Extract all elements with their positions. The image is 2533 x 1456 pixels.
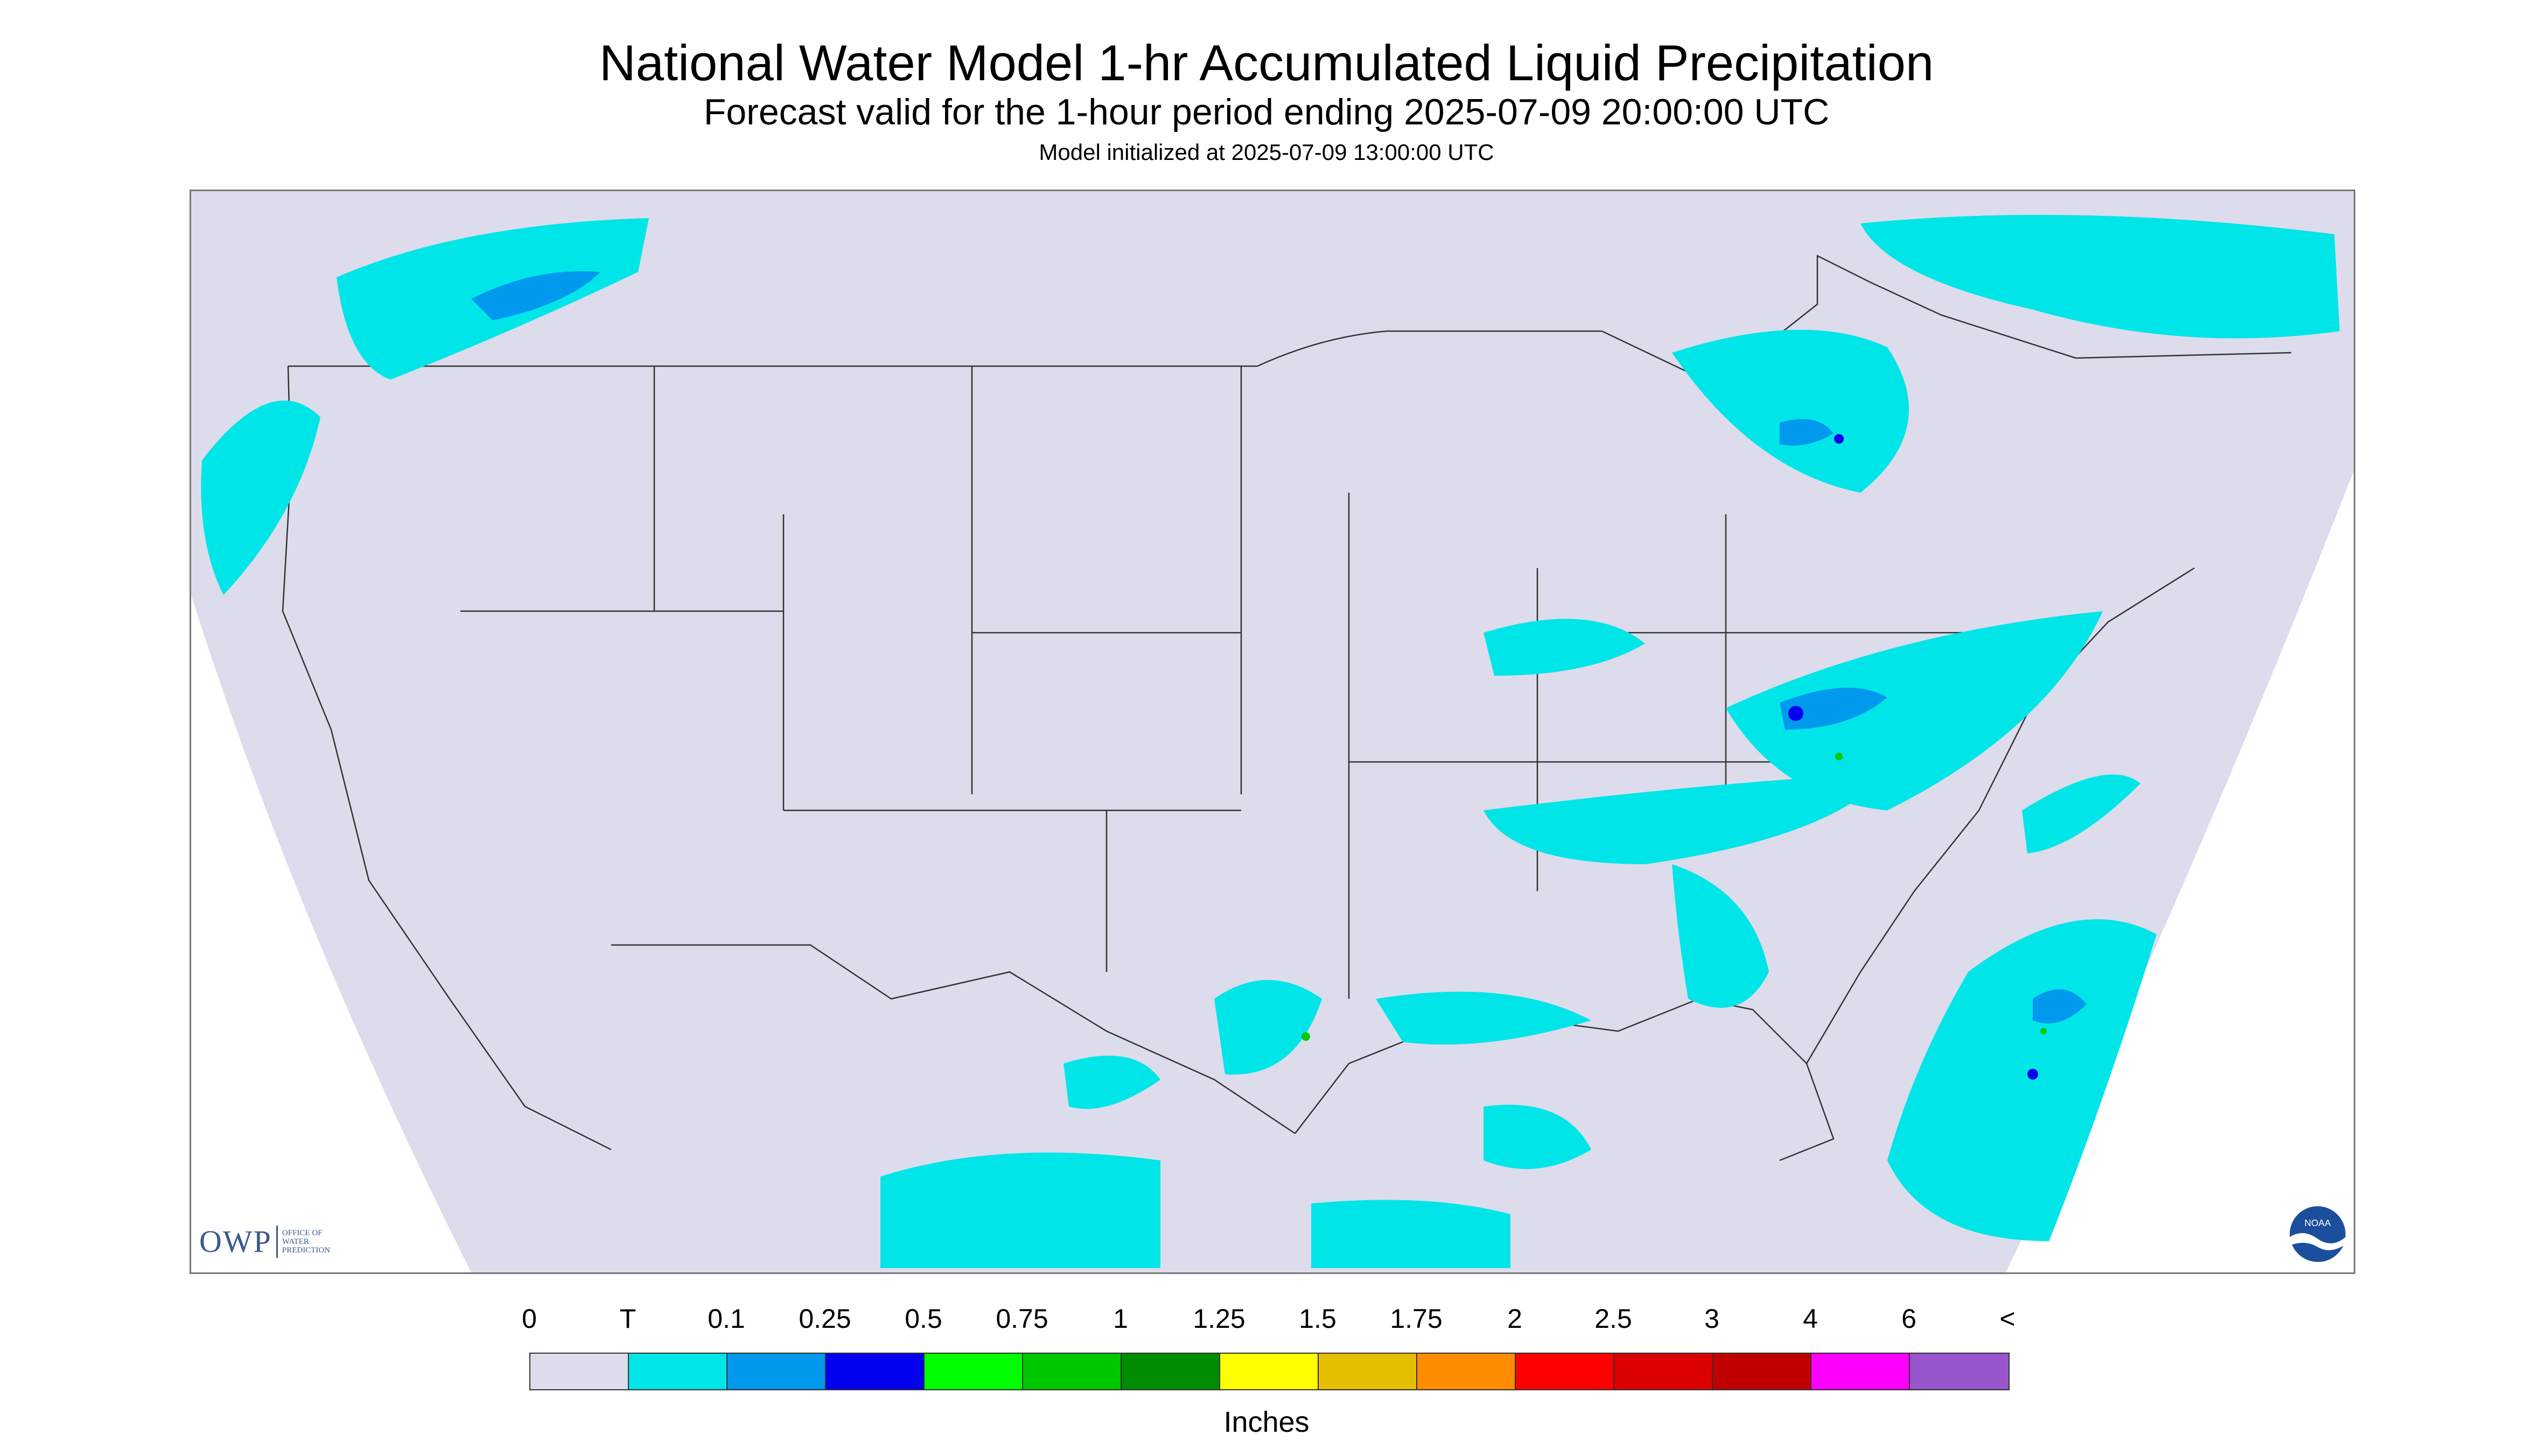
legend-label: 0: [522, 1304, 537, 1334]
canada-border: [288, 254, 2292, 386]
legend-swatch: [1516, 1354, 1614, 1389]
map-title: National Water Model 1-hr Accumulated Li…: [599, 34, 1934, 91]
noaa-logo: NOAA: [2290, 1206, 2346, 1263]
legend-swatch: [1910, 1354, 2009, 1389]
legend-label: 6: [1901, 1304, 1916, 1334]
legend-swatch: [1713, 1354, 1811, 1389]
owp-text: Office of Water Prediction: [282, 1229, 330, 1255]
owp-line2: Water: [282, 1237, 309, 1246]
legend-label: 2.5: [1594, 1304, 1632, 1334]
legend-units: Inches: [1223, 1406, 1310, 1438]
legend-swatch: [925, 1354, 1023, 1389]
legend-swatch: [727, 1354, 826, 1389]
legend-swatch: [1122, 1354, 1220, 1389]
legend-swatch: [629, 1354, 727, 1389]
owp-line3: Prediction: [282, 1245, 331, 1255]
legend-label: 1.75: [1390, 1304, 1443, 1334]
noaa-label: NOAA: [2305, 1217, 2331, 1228]
legend-swatch: [826, 1354, 925, 1389]
east-coast: [1806, 567, 2195, 1064]
owp-logo: OWP Office of Water Prediction: [199, 1223, 330, 1259]
legend-swatch: [1220, 1354, 1319, 1389]
legend-label: 0.25: [799, 1304, 851, 1334]
legend-label: 1.25: [1193, 1304, 1245, 1334]
precip-trace: [201, 215, 2340, 1268]
legend-swatch: [1614, 1354, 1713, 1389]
precip-light: [471, 271, 2087, 1024]
model-init-time: Model initialized at 2025-07-09 13:00:00…: [1039, 139, 1494, 165]
legend-swatch: [1811, 1354, 1910, 1389]
legend-swatch: [1023, 1354, 1122, 1389]
legend-label: 0.5: [905, 1304, 942, 1334]
legend-label: 1.5: [1299, 1304, 1337, 1334]
legend-swatch: [530, 1354, 629, 1389]
legend-label: T: [619, 1304, 636, 1334]
legend-labels: 0 T 0.1 0.25 0.5 0.75 1 1.25 1.5 1.75 2 2.5 3 4 6 <: [0, 1303, 2533, 1341]
owp-mark: OWP: [199, 1224, 272, 1259]
legend-label: 4: [1803, 1304, 1818, 1334]
boundaries: [282, 254, 2292, 1161]
owp-separator: [276, 1225, 278, 1258]
precip-moderate: [1788, 434, 2038, 1080]
legend-label: 0.1: [708, 1304, 745, 1334]
legend-label: 1: [1113, 1304, 1128, 1334]
gulf-coast: [1295, 998, 1835, 1161]
legend-colorbar: [529, 1353, 2010, 1390]
legend-label: 0.75: [996, 1304, 1048, 1334]
legend-swatch: [1319, 1354, 1417, 1389]
state-lines: [460, 366, 1968, 999]
map-svg: [191, 191, 2354, 1272]
precip-heavy: [1302, 753, 2047, 1041]
legend-label: 2: [1507, 1304, 1522, 1334]
mexico-border: [611, 944, 1296, 1135]
legend-label: <: [1999, 1304, 2016, 1334]
legend-label: 3: [1704, 1304, 1719, 1334]
precipitation-map: [190, 190, 2355, 1274]
map-subtitle: Forecast valid for the 1-hour period end…: [703, 92, 1830, 132]
legend-swatch: [1417, 1354, 1516, 1389]
owp-line1: Office of: [282, 1228, 323, 1237]
